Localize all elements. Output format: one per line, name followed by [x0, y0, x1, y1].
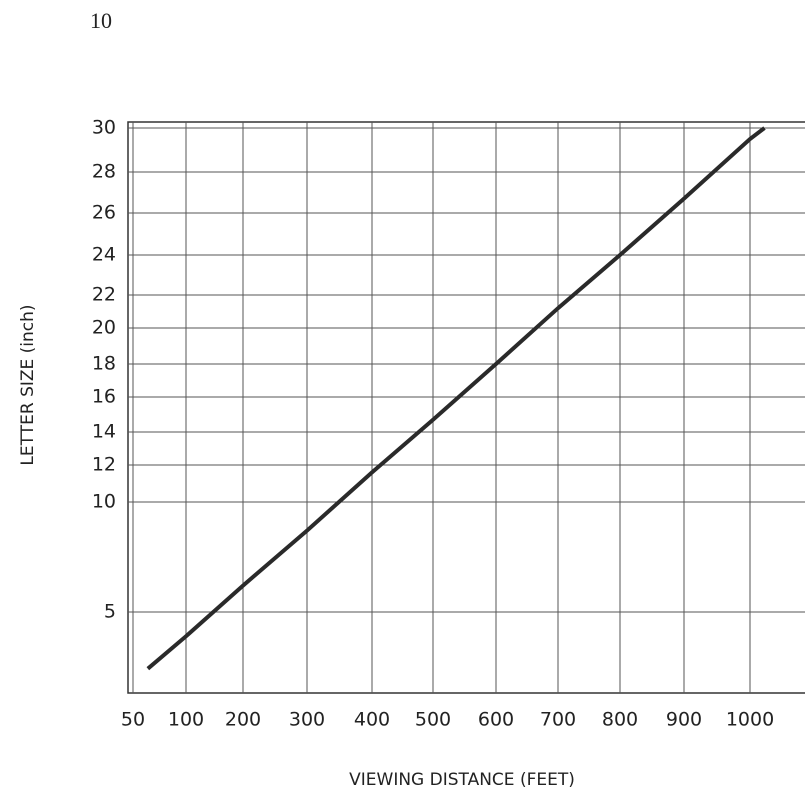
- y-tick-label: 16: [92, 386, 116, 408]
- y-axis-label: LETTER SIZE (inch): [18, 304, 38, 465]
- x-tick-label: 100: [168, 709, 204, 731]
- y-tick-label: 28: [92, 161, 116, 183]
- x-axis-label: VIEWING DISTANCE (FEET): [349, 770, 575, 790]
- x-tick-label: 300: [289, 709, 325, 731]
- x-tick-label: 200: [225, 709, 261, 731]
- y-tick-label: 20: [92, 317, 116, 339]
- page: 10 LETTER SIZE (inch) VIEWING DISTANCE (…: [0, 0, 805, 795]
- page-number: 10: [90, 8, 112, 33]
- y-tick-label: 24: [92, 244, 116, 266]
- y-tick-label: 18: [92, 353, 116, 375]
- data-line: [148, 128, 765, 669]
- x-tick-label: 700: [540, 709, 576, 731]
- x-tick-label: 500: [415, 709, 451, 731]
- y-tick-label: 22: [92, 284, 116, 306]
- y-tick-label: 26: [92, 202, 116, 224]
- y-tick-label: 30: [92, 117, 116, 139]
- x-tick-label: 400: [354, 709, 390, 731]
- x-tick-label: 900: [666, 709, 702, 731]
- y-tick-label: 10: [92, 491, 116, 513]
- x-tick-label: 50: [121, 709, 145, 731]
- x-tick-label: 600: [478, 709, 514, 731]
- plot-frame: [128, 122, 805, 693]
- x-tick-label: 800: [602, 709, 638, 731]
- y-tick-label: 12: [92, 454, 116, 476]
- x-tick-label: 1000: [726, 709, 774, 731]
- y-tick-label: 14: [92, 421, 116, 443]
- y-tick-label: 5: [104, 601, 116, 623]
